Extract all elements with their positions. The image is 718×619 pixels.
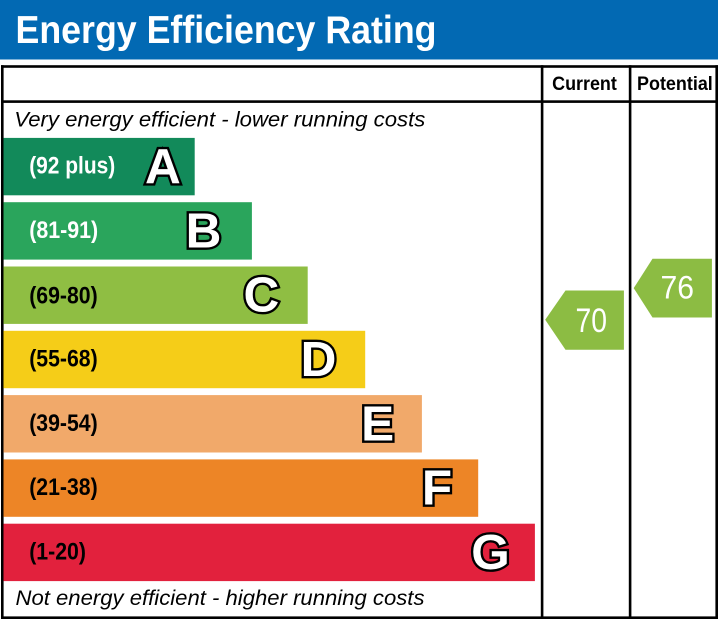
svg-text:Energy Efficiency Rating: Energy Efficiency Rating <box>16 9 437 52</box>
svg-text:G: G <box>471 525 510 580</box>
svg-text:E: E <box>361 396 394 451</box>
svg-text:(55-68): (55-68) <box>29 346 98 373</box>
svg-text:(69-80): (69-80) <box>29 283 98 310</box>
svg-text:(1-20): (1-20) <box>29 538 86 565</box>
svg-text:(81-91): (81-91) <box>29 217 98 244</box>
svg-text:Current: Current <box>552 73 617 95</box>
svg-text:Very energy efficient - lower: Very energy efficient - lower running co… <box>14 109 425 132</box>
svg-text:70: 70 <box>576 302 608 340</box>
svg-text:C: C <box>244 268 280 323</box>
svg-text:F: F <box>422 461 452 516</box>
svg-text:D: D <box>301 332 337 387</box>
svg-text:(21-38): (21-38) <box>29 474 98 501</box>
svg-text:A: A <box>145 139 181 194</box>
svg-text:(39-54): (39-54) <box>29 410 98 437</box>
svg-text:(92 plus): (92 plus) <box>29 153 115 180</box>
svg-text:Not energy efficient - higher: Not energy efficient - higher running co… <box>16 587 425 610</box>
svg-text:B: B <box>186 203 222 258</box>
svg-text:76: 76 <box>660 270 694 306</box>
svg-text:Potential: Potential <box>637 73 713 95</box>
